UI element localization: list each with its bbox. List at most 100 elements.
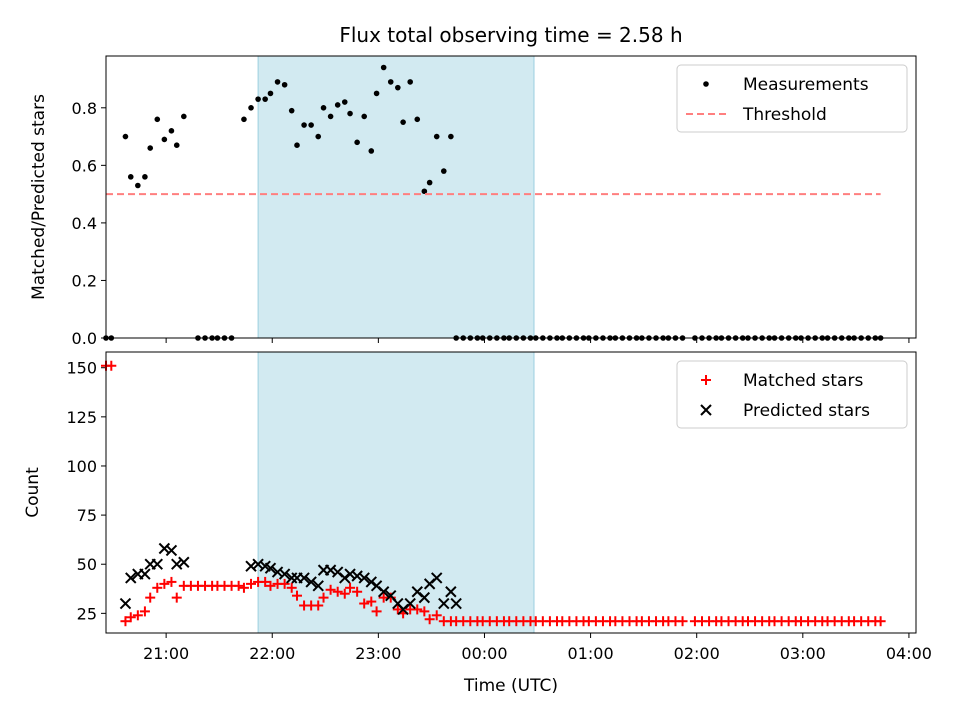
legend-label: Matched stars [743, 371, 863, 391]
matched-star-point [171, 592, 182, 603]
measurement-point [354, 139, 360, 146]
measurement-point [288, 107, 295, 114]
measurement-point [154, 116, 161, 123]
measurement-point [407, 79, 413, 85]
measurement-point [380, 64, 387, 71]
matched-star-point [412, 604, 423, 615]
y-tick-label: 75 [77, 506, 97, 525]
matched-star-point [265, 580, 276, 591]
matched-star-point [325, 584, 336, 595]
measurement-point [142, 174, 148, 180]
count-marks [101, 360, 886, 627]
measurement-point [400, 119, 406, 125]
matched-star-point [318, 592, 329, 603]
plot-frame [105, 351, 917, 634]
measurement-point [327, 113, 334, 120]
matched-star-point [246, 578, 257, 589]
matched-star-point [120, 616, 131, 627]
predicted-star-point [305, 576, 317, 588]
x-tick-label: 03:00 [780, 644, 826, 663]
measurement-point [301, 122, 307, 128]
predicted-star-point [125, 572, 137, 584]
matched-star-point [424, 614, 435, 625]
x-tick-label: 21:00 [143, 644, 189, 663]
predicted-star-point [278, 568, 291, 580]
matched-star-point [166, 576, 177, 587]
y-axis-label: Count [23, 467, 43, 518]
legend-swatch [701, 375, 711, 385]
legend: Matched stars Predicted stars [676, 360, 908, 429]
matched-star-point [106, 360, 117, 371]
measurement-point [168, 128, 175, 134]
matched-star-point [313, 600, 324, 611]
y-tick-label: 25 [77, 604, 97, 623]
matched-star-point [419, 606, 430, 617]
plot-frame [105, 55, 917, 339]
y-tick-label: 0.6 [72, 156, 97, 175]
predicted-star-point [298, 572, 310, 584]
legend: Measurements Threshold [676, 64, 908, 133]
y-axis-ticks: 25 50 75 100 125 150 [66, 359, 106, 623]
matched-star-point [233, 580, 244, 591]
measurement-point [440, 168, 447, 174]
x-tick-label: 22:00 [249, 644, 295, 663]
measurement-point [161, 136, 168, 143]
measurement-point [320, 104, 327, 111]
predicted-star-point [404, 597, 416, 610]
measurement-point [368, 148, 375, 154]
predicted-star-point [119, 597, 132, 610]
measurement-point [255, 96, 261, 102]
measurement-point [395, 84, 401, 91]
measurement-point [294, 142, 300, 149]
x-tick-label: 02:00 [674, 644, 720, 663]
predicted-star-point [377, 586, 390, 598]
matched-star-point [139, 606, 150, 617]
predicted-star-point [165, 544, 178, 557]
matched-star-point [875, 616, 886, 627]
predicted-star-point [358, 572, 370, 584]
matched-star-point [125, 612, 136, 623]
y-tick-label: 0.0 [72, 329, 97, 348]
predicted-star-point [351, 570, 363, 582]
measurement-point [147, 145, 154, 151]
measurement-point [281, 81, 288, 88]
predicted-star-point [445, 586, 457, 598]
matched-star-point [431, 610, 442, 621]
predicted-star-point [245, 560, 257, 572]
y-tick-label: 50 [77, 555, 97, 574]
legend-box [676, 64, 908, 133]
count-plot: 25 50 75 100 125 150 21:00 22:00 23:00 00:00 01:0… [23, 351, 932, 696]
matched-star-point [132, 610, 143, 621]
measurement-point [426, 179, 433, 186]
measurement-point [448, 133, 454, 140]
legend-label: Measurements [743, 75, 869, 95]
ratio-plot: Flux total observing time = 2.58 h 0.0 0.… [29, 23, 917, 348]
matched-star-point [371, 606, 382, 617]
chart-title: Flux total observing time = 2.58 h [339, 23, 682, 47]
measurement-point [135, 182, 141, 189]
matched-star-point [152, 582, 163, 593]
legend-box [676, 360, 908, 429]
matched-star-point [332, 586, 343, 597]
y-tick-label: 0.8 [72, 99, 97, 118]
matched-star-point [286, 582, 297, 593]
measurement-point [373, 90, 380, 97]
measurement-point [127, 174, 134, 180]
legend-label: Predicted stars [743, 401, 870, 421]
predicted-star-point [252, 558, 264, 570]
measurement-point [421, 188, 428, 195]
matched-star-point [339, 588, 350, 599]
x-tick-label: 23:00 [355, 644, 401, 663]
predicted-star-point [151, 558, 163, 570]
measurement-point [181, 113, 187, 120]
measurement-point [361, 113, 368, 120]
observing-window-shade [257, 351, 535, 634]
predicted-star-point [324, 564, 337, 576]
x-tick-label: 01:00 [568, 644, 614, 663]
matched-star-point [159, 578, 170, 589]
predicted-star-point [431, 572, 443, 584]
x-tick-label: 00:00 [461, 644, 507, 663]
y-tick-label: 0.4 [72, 214, 97, 233]
matched-star-point [392, 604, 403, 615]
